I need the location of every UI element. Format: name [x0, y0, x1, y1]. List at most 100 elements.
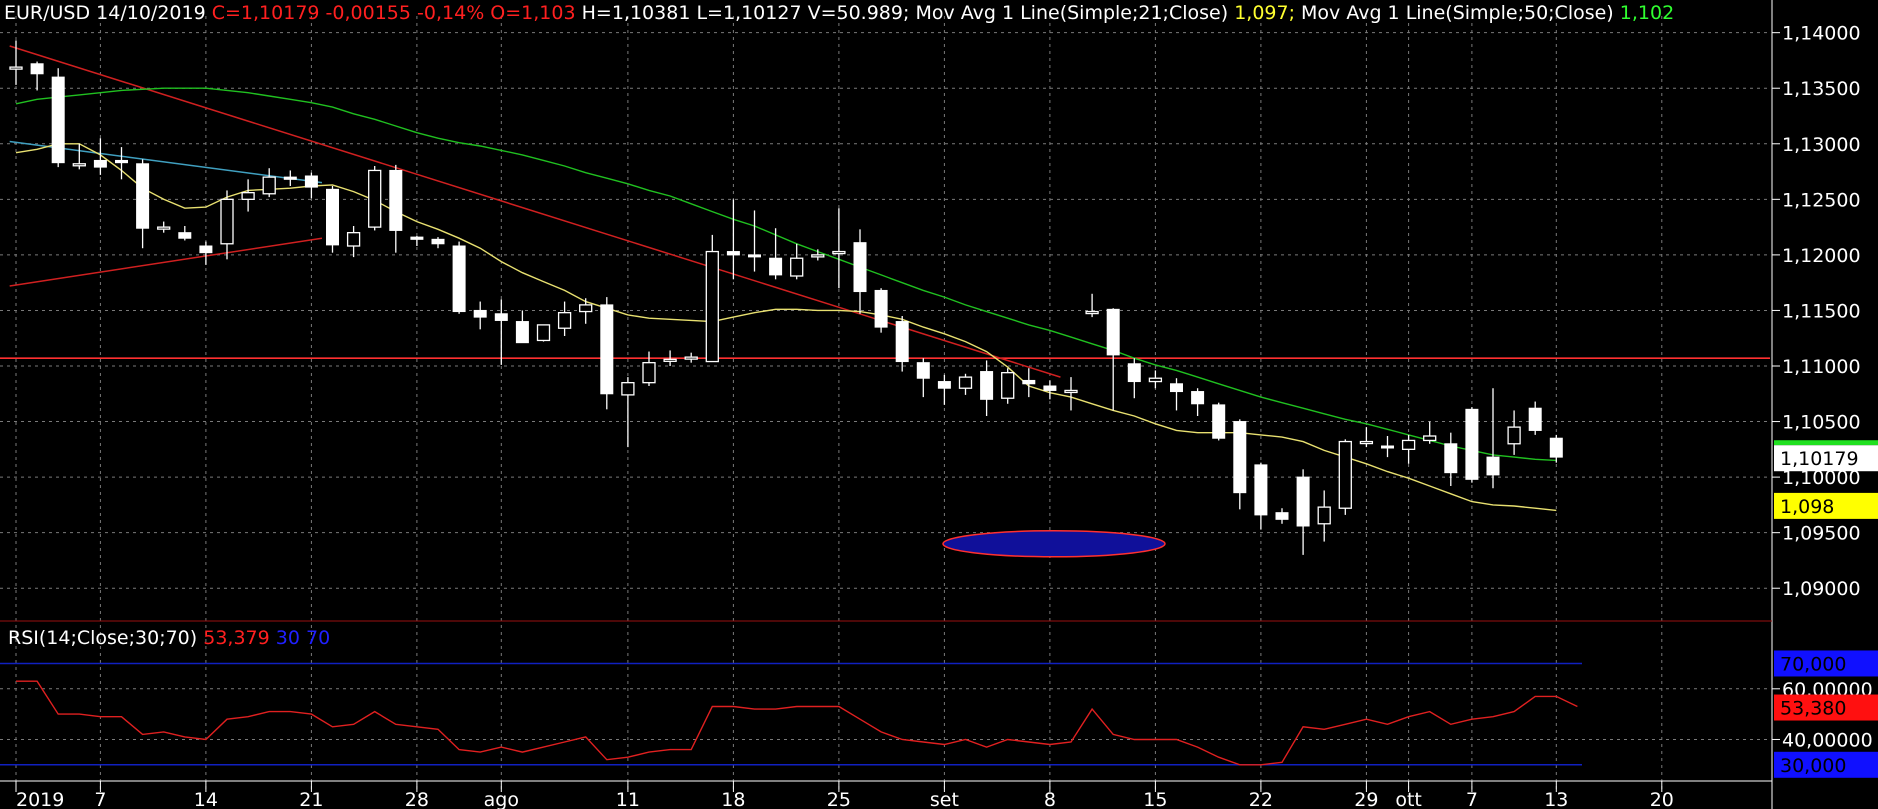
- candle-body-down: [93, 159, 107, 168]
- candle-body-down: [178, 232, 192, 239]
- candle: [726, 199, 740, 280]
- candle-body-down: [1022, 379, 1036, 385]
- candle-body-down: [726, 251, 740, 256]
- price-tick-label: 1,10500: [1782, 412, 1861, 434]
- candle: [1507, 410, 1521, 455]
- candle: [916, 358, 930, 398]
- candle-body-up: [642, 362, 656, 384]
- candle-body-up: [684, 356, 698, 360]
- candle: [1381, 436, 1394, 458]
- price-tick-label: 1,10000: [1782, 467, 1861, 489]
- candle-body-down: [853, 242, 867, 293]
- candle-body-up: [220, 198, 234, 245]
- candle-body-down: [51, 76, 65, 164]
- candle: [262, 168, 276, 198]
- candle-body-up: [790, 257, 804, 277]
- candle-body-up: [1338, 440, 1352, 509]
- candle: [832, 208, 846, 289]
- rsi-lower: 30: [275, 627, 300, 649]
- candle: [1001, 368, 1015, 404]
- candle: [1085, 293, 1099, 318]
- rsi-tick-label: 40,00000: [1782, 729, 1873, 751]
- candle: [748, 210, 761, 272]
- candle-body-down: [874, 289, 888, 328]
- candle: [220, 190, 234, 260]
- candle: [980, 360, 994, 416]
- candle-body-down: [1212, 404, 1226, 439]
- price-panel: [0, 40, 1770, 558]
- candle: [283, 170, 297, 186]
- candle: [1148, 370, 1163, 389]
- candle: [368, 166, 382, 231]
- candle: [895, 316, 909, 372]
- candle: [769, 228, 783, 280]
- ma50-line: [15, 87, 1557, 462]
- candle: [874, 288, 888, 333]
- candle: [1444, 432, 1458, 486]
- candle-body-down: [1549, 437, 1563, 458]
- candle: [93, 138, 107, 175]
- candle-body-down: [452, 245, 466, 313]
- candle: [157, 221, 171, 233]
- time-tick-label: 7: [1466, 789, 1478, 809]
- highlight-ellipse: [942, 530, 1166, 558]
- ma-price-badge: [1774, 492, 1878, 519]
- candle-body-down: [136, 163, 150, 229]
- price-tick-label: 1,11500: [1782, 300, 1861, 322]
- candle-body-up: [241, 192, 255, 200]
- change-pct-label: -0,14%: [417, 2, 485, 24]
- candle-body-down: [1528, 407, 1542, 431]
- time-tick-label: set: [930, 789, 959, 809]
- candle: [1486, 388, 1500, 489]
- candle: [473, 301, 487, 330]
- candle: [72, 143, 86, 170]
- candle: [1064, 377, 1078, 411]
- candle-body-up: [536, 324, 551, 342]
- candle-body-down: [1486, 456, 1500, 476]
- candle-body-down: [410, 236, 424, 240]
- close-label: C=1,10179: [211, 2, 320, 24]
- ma50-label: Mov Avg 1 Line(Simple;50;Close): [1301, 2, 1614, 24]
- time-tick-label: 21: [299, 789, 323, 809]
- candle-body-up: [579, 304, 593, 313]
- ma50-value: 1,102: [1619, 2, 1675, 24]
- candle: [241, 179, 255, 212]
- time-tick-label: 28: [405, 789, 429, 809]
- candle-body-down: [1381, 445, 1394, 449]
- rsi-level-label: 30,000: [1780, 755, 1846, 777]
- price-tick-label: 1,14000: [1782, 23, 1861, 45]
- candle: [431, 237, 445, 249]
- candle: [515, 310, 529, 344]
- low-label: L=1,10127: [696, 2, 802, 24]
- rsi-panel: [0, 662, 1582, 766]
- grid-lines: [0, 16, 1770, 790]
- candle: [600, 297, 614, 410]
- date-label: 14/10/2019: [96, 2, 206, 24]
- candle: [1127, 358, 1141, 399]
- candle: [494, 299, 508, 365]
- candle-body-up: [157, 226, 171, 230]
- candle: [1423, 421, 1437, 444]
- candle: [853, 229, 867, 314]
- candle-body-up: [1401, 439, 1416, 450]
- candle-body-up: [368, 169, 382, 228]
- candle: [1254, 462, 1268, 530]
- rsi-upper: 70: [306, 627, 331, 649]
- candle-body-down: [304, 175, 318, 188]
- candle: [1022, 368, 1036, 398]
- price-tick-label: 1,13000: [1782, 134, 1861, 156]
- symbol-label: EUR/USD: [4, 2, 91, 24]
- rsi-level-badge: [1774, 751, 1878, 778]
- time-axis: 2019 7 14 21 28 ago 11 18 25 set 8 15 22 29 ott 7 13 20: [15, 781, 1674, 809]
- price-tick-label: 1,13500: [1782, 78, 1861, 100]
- candle-body-down: [1444, 443, 1458, 474]
- candle: [1212, 402, 1226, 441]
- rsi-level-label: 70,000: [1780, 653, 1846, 675]
- candle: [811, 249, 825, 261]
- price-tick-label: 1,12500: [1782, 189, 1861, 211]
- candle-body-up: [1001, 372, 1015, 399]
- rsi-level-badge: [1774, 650, 1878, 677]
- price-tick-label: 1,12000: [1782, 245, 1861, 267]
- candle: [557, 301, 572, 336]
